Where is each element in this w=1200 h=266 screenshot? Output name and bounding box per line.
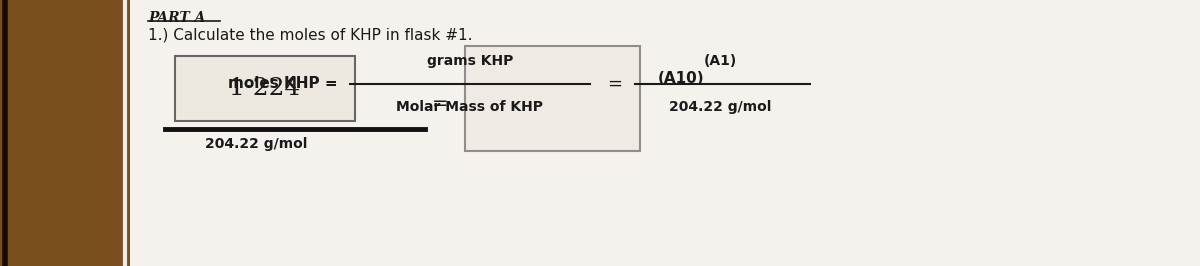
Text: 204.22 g/mol: 204.22 g/mol [205, 137, 307, 151]
Bar [0, 0, 130, 266]
Text: 1.) Calculate the moles of KHP in flask #1.: 1.) Calculate the moles of KHP in flask … [148, 28, 473, 43]
Text: 1·224: 1·224 [229, 77, 301, 100]
Text: =: = [432, 94, 449, 113]
Bar [466, 46, 640, 151]
Text: PART A: PART A [148, 11, 205, 25]
Text: Molar Mass of KHP: Molar Mass of KHP [396, 100, 544, 114]
Bar [175, 56, 355, 121]
Text: 204.22 g/mol: 204.22 g/mol [668, 100, 772, 114]
Text: (A1): (A1) [703, 54, 737, 68]
Bar [130, 0, 1200, 266]
Text: moles KHP =: moles KHP = [228, 77, 338, 92]
Text: =: = [607, 75, 623, 93]
Text: (A10): (A10) [658, 71, 704, 86]
Text: grams KHP: grams KHP [427, 54, 514, 68]
